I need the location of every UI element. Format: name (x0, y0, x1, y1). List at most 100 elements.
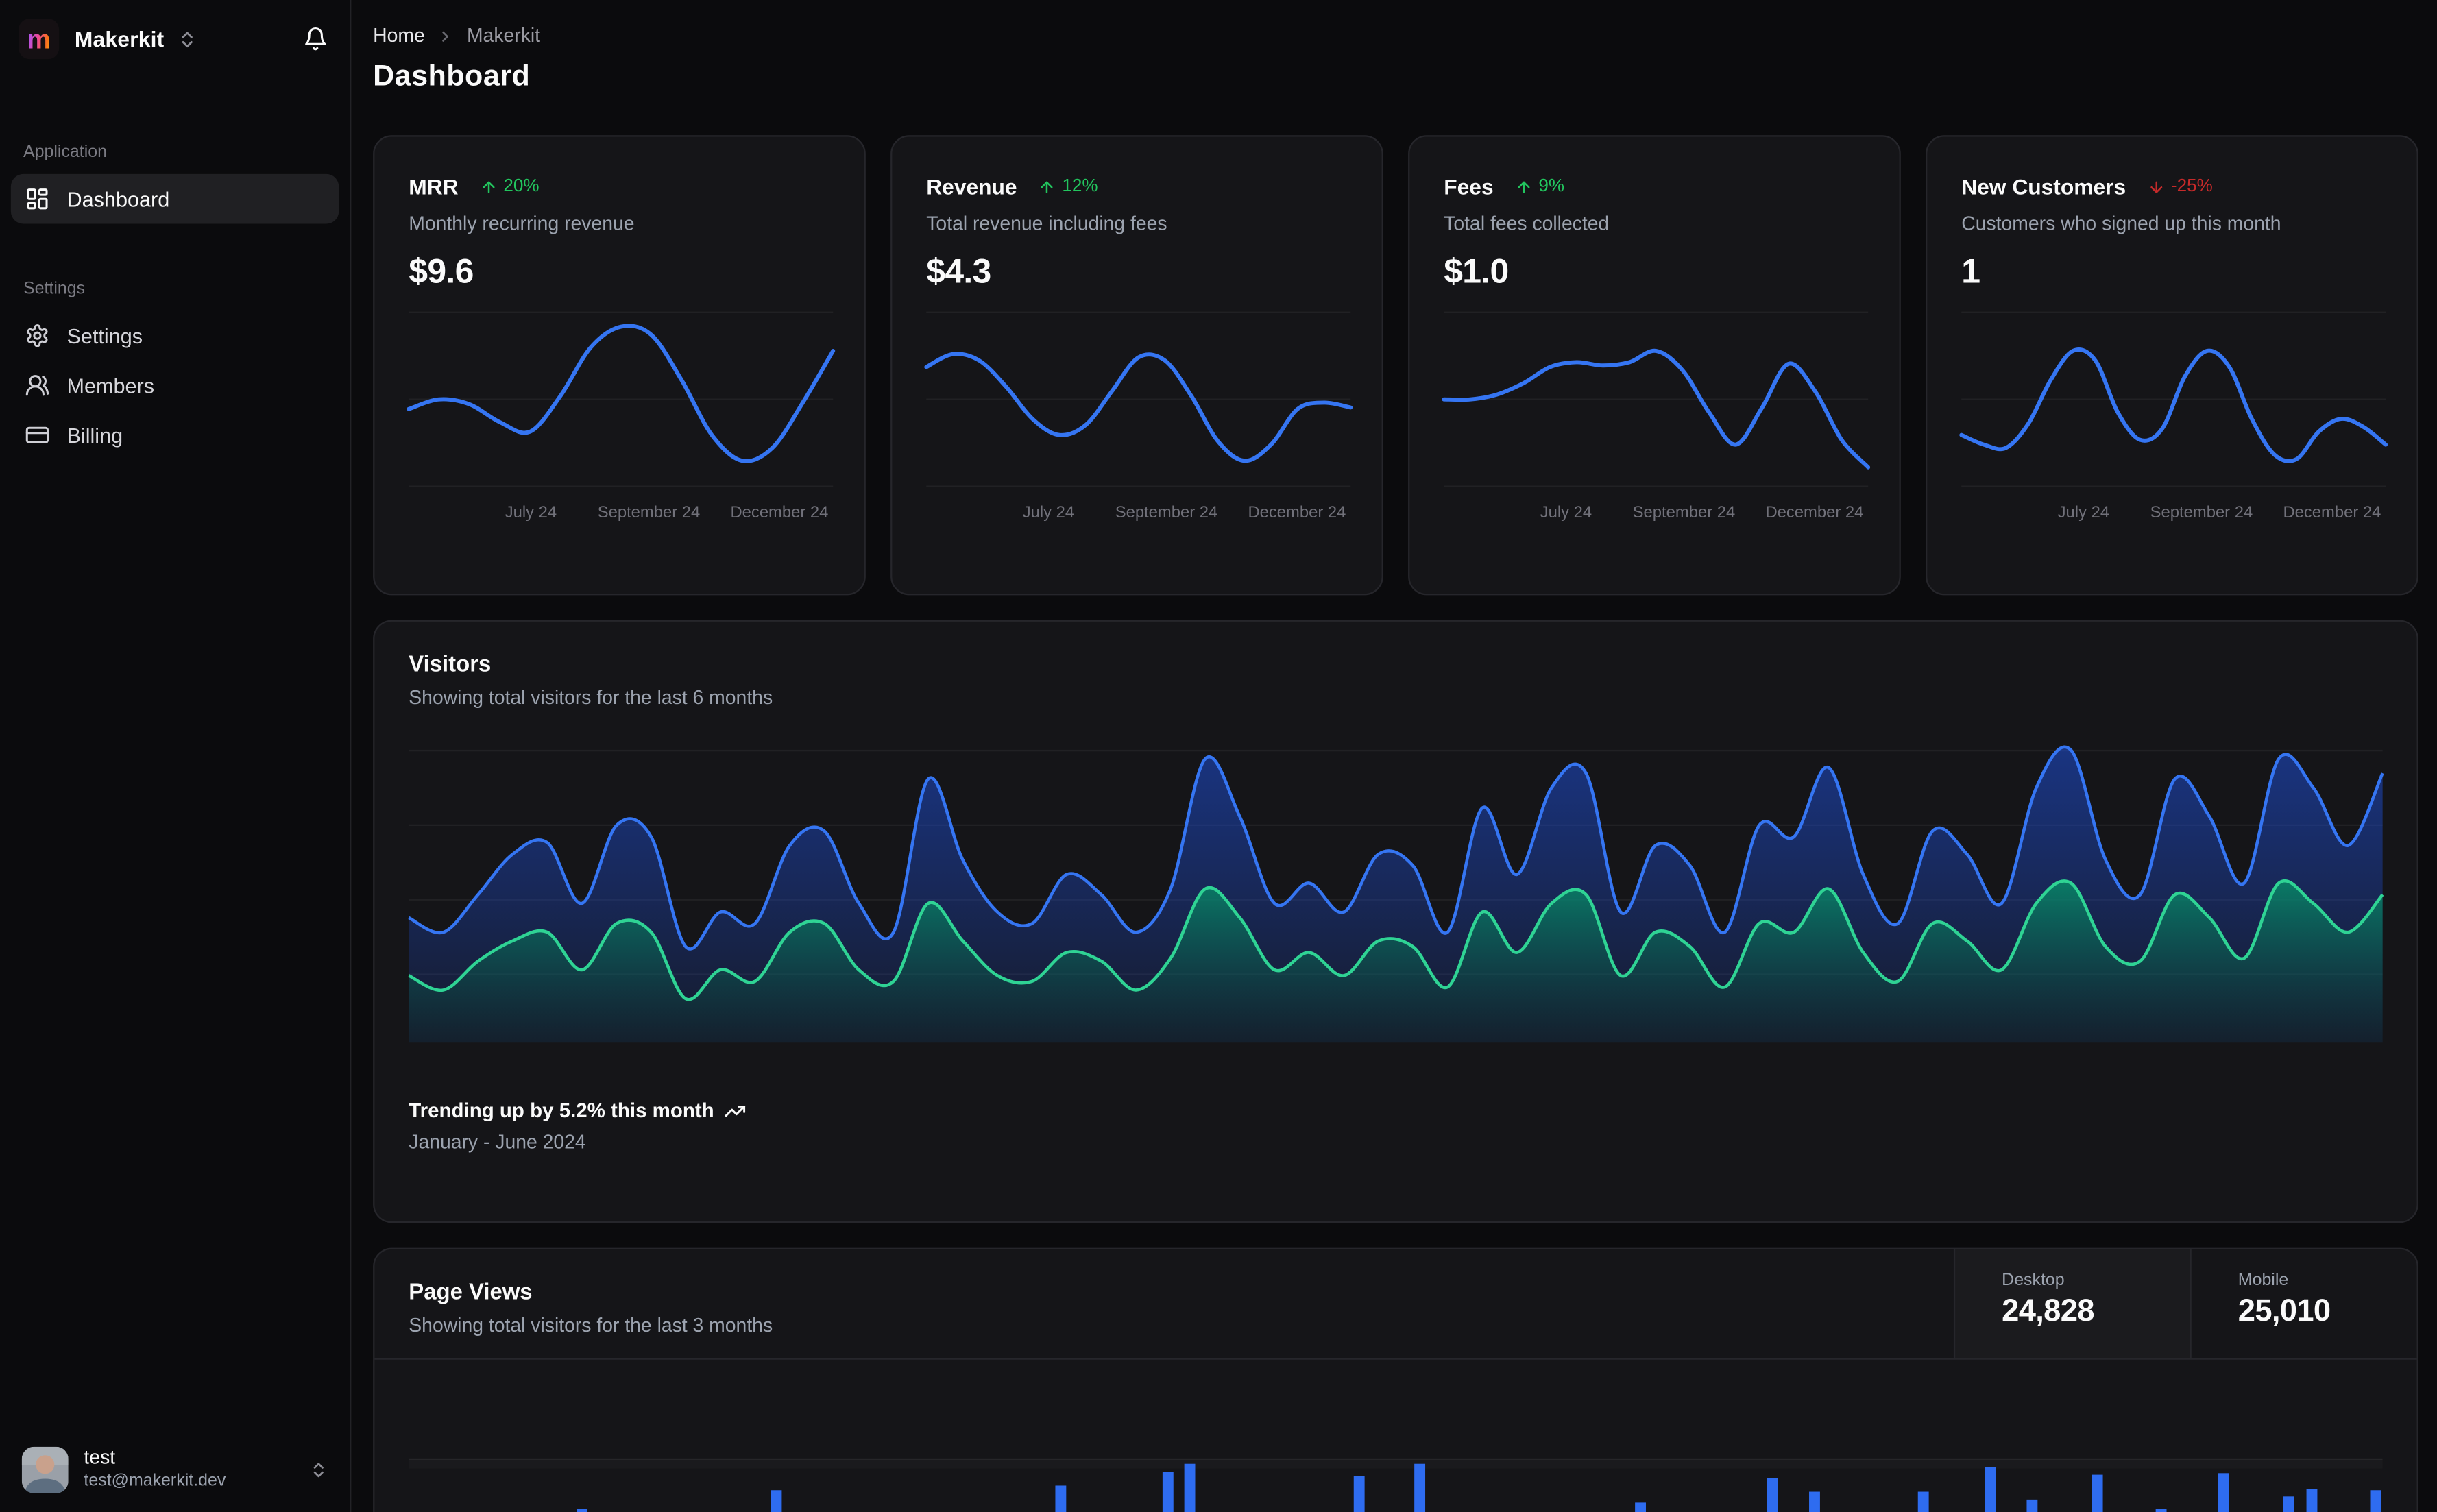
chevrons-up-down-icon[interactable] (177, 29, 197, 49)
axis-label: September 24 (1632, 503, 1736, 522)
sidebar-item-label: Dashboard (66, 187, 170, 211)
axis-label: July 24 (1022, 503, 1075, 522)
toggle-label: Mobile (2238, 1271, 2289, 1290)
brand-logo-letter: m (27, 24, 51, 54)
visitors-title: Visitors (409, 653, 492, 678)
arrow-down-icon (2148, 178, 2165, 195)
user-menu[interactable]: test test@makerkit.dev (0, 1428, 350, 1512)
axis-label: September 24 (597, 503, 701, 522)
arrow-up-icon (1515, 178, 1532, 195)
sparkline-chart: July 24 September 24 December 24 (407, 309, 836, 522)
sidebar-item-dashboard[interactable]: Dashboard (10, 173, 339, 224)
stat-delta-badge: -25% (2148, 177, 2213, 196)
visitors-trend-text: Trending up by 5.2% this month (409, 1098, 714, 1122)
user-email: test@makerkit.dev (84, 1471, 226, 1491)
stat-value: $1.0 (1444, 252, 1509, 291)
axis-label: July 24 (1540, 503, 1592, 522)
gear-icon (25, 324, 49, 348)
sidebar: m Makerkit Application Dashboard Setting… (0, 0, 352, 1512)
layout-dashboard-icon (25, 186, 49, 211)
stat-delta-value: 20% (503, 177, 539, 196)
sidebar-item-label: Billing (66, 423, 123, 447)
user-meta: test test@makerkit.dev (84, 1447, 226, 1493)
sparkline-chart: July 24 September 24 December 24 (1442, 309, 1871, 522)
arrow-up-icon (1039, 178, 1056, 195)
sparkline-x-labels: July 24 September 24 December 24 (409, 504, 829, 528)
brand-name: Makerkit (74, 26, 165, 51)
stat-delta-badge: 20% (480, 177, 539, 196)
sparkline-chart: July 24 September 24 December 24 (1959, 309, 2388, 522)
page-title: Dashboard (373, 60, 531, 94)
avatar (21, 1446, 69, 1493)
sparkline-x-labels: July 24 September 24 December 24 (926, 504, 1347, 528)
visitors-subtitle: Showing total visitors for the last 6 mo… (409, 687, 773, 709)
sidebar-item-members[interactable]: Members (11, 361, 339, 411)
toggle-label: Desktop (2002, 1271, 2065, 1290)
brand-logo: m (19, 19, 60, 60)
axis-label: December 24 (1248, 503, 1346, 522)
breadcrumb-home-link[interactable]: Home (373, 25, 425, 47)
stat-subtitle: Total revenue including fees (926, 212, 1167, 235)
stat-subtitle: Customers who signed up this month (1961, 212, 2281, 235)
breadcrumb: Home Makerkit (373, 25, 2418, 47)
bell-icon[interactable] (303, 27, 328, 51)
toggle-mobile[interactable]: Mobile 25,010 (2190, 1249, 2417, 1358)
axis-label: December 24 (1765, 503, 1864, 522)
visitors-card: Visitors Showing total visitors for the … (373, 620, 2418, 1223)
chevrons-up-down-icon (309, 1461, 328, 1479)
visitors-footer: Trending up by 5.2% this month January -… (409, 1099, 2382, 1153)
sparkline-chart: July 24 September 24 December 24 (924, 309, 1353, 522)
page-views-toggles: Desktop 24,828 Mobile 25,010 (1953, 1249, 2417, 1358)
nav-section-label: Application (23, 143, 108, 162)
stat-card-revenue: Revenue 12% Total revenue including fees… (890, 135, 1383, 596)
visitors-date-range: January - June 2024 (409, 1131, 586, 1154)
chevron-right-icon (437, 27, 454, 45)
sidebar-item-label: Settings (66, 324, 143, 347)
axis-label: December 24 (2283, 503, 2381, 522)
toggle-value: 24,828 (2002, 1294, 2094, 1329)
credit-card-icon (25, 423, 49, 448)
stat-delta-value: 9% (1538, 177, 1565, 196)
stat-value: $9.6 (409, 252, 474, 291)
axis-label: September 24 (1115, 503, 1218, 522)
axis-label: July 24 (505, 503, 557, 522)
nav-section-label: Settings (23, 280, 86, 299)
users-icon (25, 373, 49, 398)
page-views-title: Page Views (409, 1280, 533, 1306)
visitors-area-chart (408, 735, 2384, 1043)
sidebar-nav: Application Dashboard Settings Settings … (0, 75, 350, 1428)
stat-title: Revenue (926, 173, 1017, 199)
stat-title: Fees (1444, 173, 1494, 199)
sidebar-item-settings[interactable]: Settings (11, 310, 339, 361)
breadcrumb-current: Makerkit (466, 25, 541, 47)
page-views-card: Page Views Showing total visitors for th… (373, 1247, 2418, 1512)
stat-card-mrr: MRR 20% Monthly recurring revenue $9.6 J… (373, 135, 866, 596)
axis-label: December 24 (730, 503, 829, 522)
stat-value: $4.3 (926, 252, 991, 291)
sidebar-header: m Makerkit (0, 0, 350, 75)
sidebar-item-billing[interactable]: Billing (11, 411, 339, 461)
toggle-value: 25,010 (2238, 1294, 2331, 1329)
user-name: test (84, 1447, 116, 1470)
arrow-up-icon (480, 178, 497, 195)
trending-up-icon (725, 1099, 747, 1121)
toggle-desktop[interactable]: Desktop 24,828 (1953, 1249, 2190, 1358)
stat-subtitle: Total fees collected (1444, 212, 1610, 235)
page-views-header: Page Views Showing total visitors for th… (374, 1249, 2417, 1360)
stat-delta-value: -25% (2170, 177, 2213, 196)
main-content: Home Makerkit Dashboard MRR 20% Monthly … (351, 0, 2437, 1512)
axis-label: September 24 (2150, 503, 2253, 522)
stat-card-new-customers: New Customers -25% Customers who signed … (1926, 135, 2418, 596)
stat-value: 1 (1961, 252, 1980, 291)
sparkline-x-labels: July 24 September 24 December 24 (1961, 504, 2382, 528)
stat-delta-badge: 9% (1515, 177, 1565, 196)
sparkline-x-labels: July 24 September 24 December 24 (1444, 504, 1865, 528)
stat-cards-row: MRR 20% Monthly recurring revenue $9.6 J… (373, 135, 2418, 596)
stat-subtitle: Monthly recurring revenue (409, 212, 635, 235)
stat-delta-badge: 12% (1039, 177, 1098, 196)
stat-title: New Customers (1961, 173, 2126, 199)
sidebar-item-label: Members (66, 374, 155, 398)
page-views-subtitle: Showing total visitors for the last 3 mo… (409, 1315, 773, 1337)
